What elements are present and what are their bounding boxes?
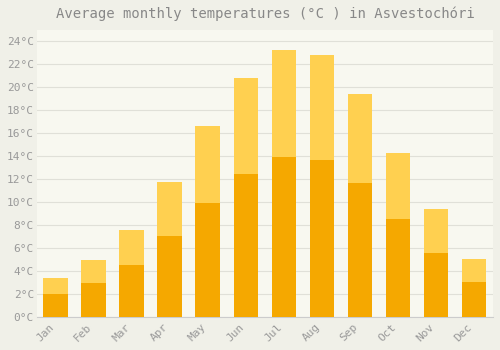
Title: Average monthly temperatures (°C ) in Asvestochóri: Average monthly temperatures (°C ) in As…	[56, 7, 474, 21]
Bar	[310, 55, 334, 160]
Bar	[196, 126, 220, 203]
Bar	[82, 260, 106, 283]
Bar	[310, 55, 334, 317]
Bar	[348, 94, 372, 317]
Bar	[462, 259, 486, 317]
Bar	[120, 230, 144, 265]
Bar	[44, 278, 68, 317]
Bar	[462, 259, 486, 282]
Bar	[272, 50, 296, 157]
Bar	[272, 50, 296, 317]
Bar	[158, 182, 182, 317]
Bar	[158, 182, 182, 236]
Bar	[234, 78, 258, 317]
Bar	[234, 78, 258, 174]
Bar	[120, 230, 144, 317]
Bar	[82, 260, 106, 317]
Bar	[424, 209, 448, 317]
Bar	[386, 153, 410, 219]
Bar	[348, 94, 372, 183]
Bar	[386, 153, 410, 317]
Bar	[424, 209, 448, 253]
Bar	[196, 126, 220, 317]
Bar	[44, 278, 68, 294]
